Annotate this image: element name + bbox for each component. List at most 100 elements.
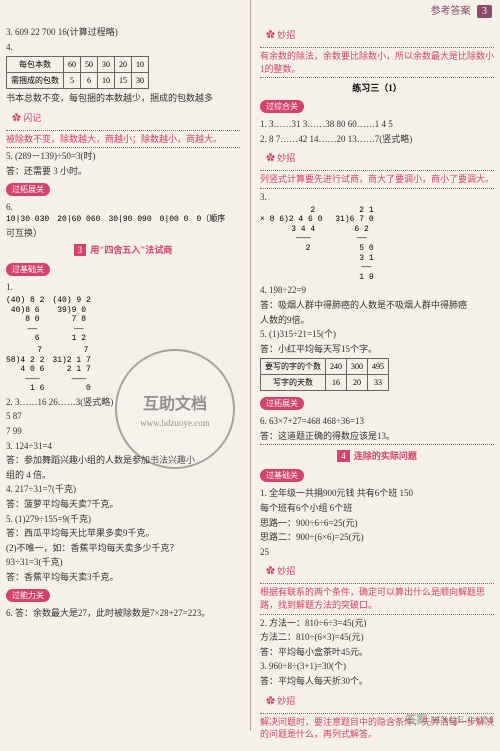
section-title-text: 用"四舍五入"法试商 xyxy=(90,245,172,255)
calc-item: 30|90 090 xyxy=(108,215,151,225)
calc-row: 7 58)4 2 2 4 0 6 ——— 1 6 7 31)2 1 7 2 1 … xyxy=(6,346,240,394)
table-writing: 要写的字的个数 240 300 495 写字的天数 16 20 33 xyxy=(260,358,389,391)
note-text: 被除数不变，除数越大，商越小；除数越小，商越大。 xyxy=(6,133,240,146)
table-cell: 300 xyxy=(347,359,368,375)
text-line: 思路一：900÷6÷6=25(元) xyxy=(260,517,494,530)
text-line: 答：菠萝平均每天卖7千克。 xyxy=(6,498,240,511)
calc-row: 2 × 8 6)2 4 6 0 3 4 4 ——— 2 2 1 31)6 7 0… xyxy=(260,206,494,283)
note-text: 列竖式计算要先进行试商，商大了要调小，商小了要调大。 xyxy=(260,173,494,186)
dotted-divider xyxy=(260,444,494,445)
calc-row: (40) 8 2 40)8 6 8 0 —— 6 (40) 9 2 39)9 0… xyxy=(6,296,240,344)
table-cell: 需捆成的包数 xyxy=(7,73,64,89)
dotted-divider xyxy=(260,188,494,189)
text-line: 每个班有6个小组 6个班 xyxy=(260,502,494,515)
table-cell: 240 xyxy=(326,359,347,375)
text-line: 答：吸烟人群中得肺癌的人数是不吸烟人群中得肺癌 xyxy=(260,299,494,312)
section-badge: 过基础关 xyxy=(260,469,304,482)
text-line: 93÷31=3(千克) xyxy=(6,556,240,569)
text-line: 2. 8 7……42 14……20 13……7(竖式略) xyxy=(260,133,494,146)
tip-badge: ✿ 妙招 xyxy=(260,693,301,708)
text-line: (2)不唯一，如：香蕉平均每天卖多少千克？ xyxy=(6,542,240,555)
text-line: 方法二：810÷(6×3)=45(元) xyxy=(260,631,494,644)
section-badge: 过能力关 xyxy=(6,589,50,602)
text-line: 1. 全年级一共捐900元钱 共有6个班 150 xyxy=(260,487,494,500)
text-line: 3. 960÷8÷(3+1)=30(个) xyxy=(260,660,494,673)
text-line: 6. 63×7+27=468 468÷36=13 xyxy=(260,415,494,428)
table-cell: 16 xyxy=(326,375,347,391)
section-number: 4 xyxy=(337,450,350,462)
text-line: 2. 3……16 26……3(竖式略) xyxy=(6,396,240,409)
right-column: ✿ 妙招 有余数的除法，余数要比除数小，所以余数最大是比除数小1的整数。 练习三… xyxy=(250,20,500,751)
table-cell: 5 xyxy=(64,73,81,89)
text-line: 3. xyxy=(260,191,494,204)
note-text: 根据有联系的两个条件，确定可以算出什么是顺向解题思路，找到解题方法的突破口。 xyxy=(260,586,494,611)
dotted-divider xyxy=(260,47,494,48)
text-line: 25 xyxy=(260,546,494,559)
left-column: 3. 609 22 700 16(计算过程略) 4. 每包本数 60 50 30… xyxy=(0,20,250,751)
calc-item: 20|60 060 xyxy=(57,215,100,225)
long-division: (40) 8 2 40)8 6 8 0 —— 6 xyxy=(6,296,44,344)
text-line: 2. 方法一：810÷6÷3=45(元) xyxy=(260,617,494,630)
text-line: 答：香蕉平均每天卖3千克。 xyxy=(6,571,240,584)
table-cell: 10 xyxy=(132,57,149,73)
table-cell: 495 xyxy=(368,359,389,375)
calc-item: 10|30 030 xyxy=(6,215,49,225)
table-cell: 写字的天数 xyxy=(261,375,326,391)
table-cell: 20 xyxy=(115,57,132,73)
calc-sequence: 10|30 030 20|60 060 30|90 090 0|00 0 0（顺… xyxy=(6,215,240,225)
text-line: 5. (289－139)÷50=3(时) xyxy=(6,150,240,163)
table-cell: 30 xyxy=(98,57,115,73)
calc-item: 0|00 0 xyxy=(160,215,189,225)
text-line: 答：西瓜平均每天比苹果多卖9千克。 xyxy=(6,527,240,540)
dotted-divider xyxy=(260,170,494,171)
long-division: 2 1 31)6 7 0 6 2 —— 5 0 3 1 —— 1 9 xyxy=(330,206,373,283)
table-cell: 6 xyxy=(81,73,98,89)
section-header: 4 连除的实际问题 xyxy=(260,449,494,462)
dotted-divider xyxy=(6,130,240,131)
table-cell: 60 xyxy=(64,57,81,73)
text-line: 4. 217÷31=7(千克) xyxy=(6,483,240,496)
table-cell: 50 xyxy=(81,57,98,73)
text-line: 3. 124÷31=4 xyxy=(6,440,240,453)
long-division: 7 31)2 1 7 2 1 7 ——— 0 xyxy=(52,346,90,394)
tip-badge: ✿ 妙招 xyxy=(260,563,301,578)
table-cell: 每包本数 xyxy=(7,57,64,73)
text-line: 书本总数不变，每包捆的本数越少，捆成的包数越多 xyxy=(6,92,240,105)
text-line: 7 99 xyxy=(6,425,240,438)
text-line: 答：还需要 3 小时。 xyxy=(6,165,240,178)
text-line: 思路二：900÷(6×6)=25(元) xyxy=(260,531,494,544)
tip-badge: ✿ 妙招 xyxy=(260,27,301,42)
section-badge: 过基础关 xyxy=(6,263,50,276)
dotted-divider xyxy=(260,77,494,78)
text-line: 答：平均每小盒茶叶45元。 xyxy=(260,646,494,659)
section-number: 3 xyxy=(74,244,87,256)
section-badge: 过拓展关 xyxy=(6,183,50,196)
page-number: 3 xyxy=(477,5,492,18)
dotted-divider xyxy=(6,147,240,148)
bottom-watermark: 答案 MXQE.COM xyxy=(405,711,494,727)
section-badge: 过拓展关 xyxy=(260,397,304,410)
table-cell: 20 xyxy=(347,375,368,391)
text-line: 答：平均每人每天折30个。 xyxy=(260,675,494,688)
text-line: 4. 198÷22=9 xyxy=(260,284,494,297)
table-cell: 15 xyxy=(115,73,132,89)
text-line: 1. xyxy=(6,281,240,294)
section-title-text: 连除的实际问题 xyxy=(354,451,417,461)
text-line: 6. xyxy=(6,201,240,214)
table-cell: 30 xyxy=(132,73,149,89)
text-line: 可互换） xyxy=(6,227,240,240)
text-line: 组的 4 倍。 xyxy=(6,469,240,482)
text-line: 5. (1)315÷21=15(个) xyxy=(260,328,494,341)
tip-badge: ✿ 妙招 xyxy=(260,150,301,165)
header-title: 参考答案 xyxy=(431,6,471,17)
table-cell: 33 xyxy=(368,375,389,391)
text-line: 4. xyxy=(6,41,240,54)
tip-badge: ✿ 闪记 xyxy=(6,110,47,125)
text-line: 5 87 xyxy=(6,410,240,423)
long-division: (40) 9 2 39)9 0 7 8 —— 1 2 xyxy=(52,296,90,344)
text-line: 1. 3……31 3……38 80 60……1 4 5 xyxy=(260,118,494,131)
practice-title: 练习三（1） xyxy=(260,81,494,94)
dotted-divider xyxy=(260,614,494,615)
text-line: 5. (1)279÷155=9(千克) xyxy=(6,513,240,526)
section-badge: 过综合关 xyxy=(260,100,304,113)
